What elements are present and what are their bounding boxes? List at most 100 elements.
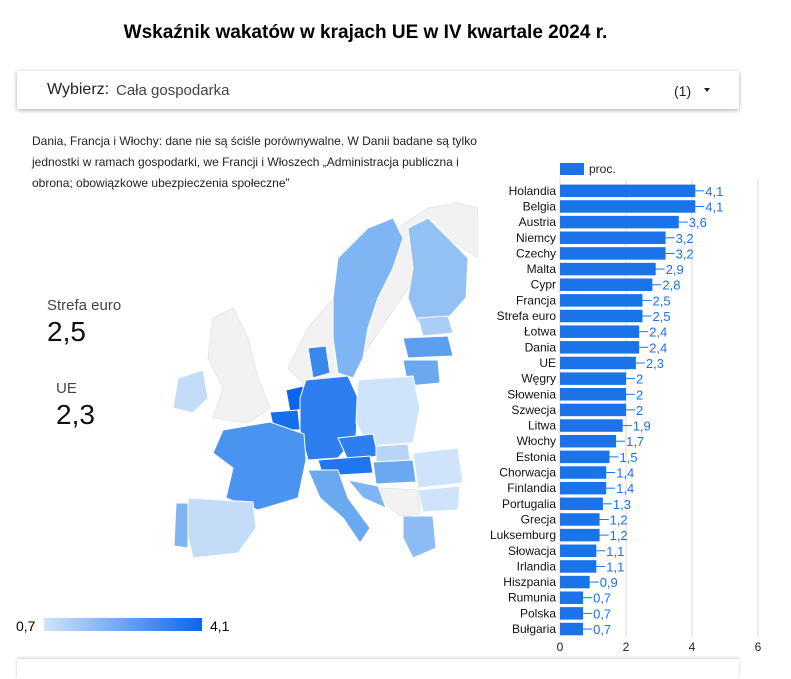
category-label: Czechy [516, 246, 556, 260]
category-label: Litwa [528, 419, 556, 433]
data-label: 2 [636, 372, 643, 387]
data-label: 0,7 [593, 591, 611, 606]
bar[interactable] [560, 262, 656, 276]
data-label: 2,8 [662, 278, 680, 293]
bar[interactable] [560, 481, 607, 495]
map-finland [407, 217, 469, 324]
bar[interactable] [560, 231, 666, 245]
data-label: 1,5 [620, 450, 638, 465]
data-label: 1,2 [610, 512, 628, 527]
bar[interactable] [560, 372, 626, 385]
bar[interactable] [560, 591, 584, 604]
dropdown-arrow-icon[interactable] [704, 88, 710, 92]
filter-label: Wybierz: [47, 81, 110, 98]
category-label: Słowenia [507, 387, 556, 401]
map-italy [307, 469, 371, 544]
map-estonia [417, 315, 454, 337]
bar[interactable] [560, 341, 640, 354]
category-label: Grecja [521, 512, 557, 526]
europe-map[interactable] [8, 198, 478, 602]
bar[interactable] [560, 247, 666, 260]
bar[interactable] [560, 466, 607, 479]
data-label: 0,7 [593, 622, 611, 637]
bar[interactable] [560, 607, 584, 620]
data-label: 0,9 [600, 575, 618, 590]
category-label: Portugalia [502, 497, 556, 511]
map-hungary [372, 459, 417, 485]
bar[interactable] [560, 544, 597, 558]
data-label: 2,9 [666, 262, 684, 277]
data-label: 0,7 [593, 606, 611, 621]
category-label: Słowacja [508, 544, 556, 558]
map-denmark [307, 345, 331, 379]
bar[interactable] [560, 294, 643, 307]
bar[interactable] [560, 309, 643, 323]
map-sweden [332, 217, 404, 379]
bar[interactable] [560, 278, 653, 291]
data-note: Dania, Francja i Włochy: dane nie są ści… [32, 134, 477, 190]
bar[interactable] [560, 200, 696, 213]
map-poland [355, 375, 421, 447]
map-portugal [173, 502, 189, 549]
category-label: UE [539, 356, 556, 370]
category-label: Luksemburg [490, 528, 556, 542]
data-label: 1,1 [606, 544, 624, 559]
bar[interactable] [560, 575, 590, 589]
category-label: Polska [520, 606, 556, 620]
map-greece [402, 515, 437, 559]
bar[interactable] [560, 528, 600, 542]
data-label: 3,6 [689, 215, 707, 230]
category-label: Finlandia [507, 481, 556, 495]
data-label: 2,4 [649, 340, 667, 355]
bar[interactable] [560, 622, 584, 636]
kpi-eu-label: UE [56, 380, 77, 397]
category-label: Cypr [531, 278, 556, 292]
category-label: Belgia [523, 199, 557, 213]
bar[interactable] [560, 560, 597, 573]
filter-dropdown[interactable]: Wybierz: Cała gospodarka (1) [17, 71, 739, 109]
bar[interactable] [560, 184, 696, 198]
data-label: 4,1 [705, 184, 723, 199]
bar[interactable] [560, 450, 610, 464]
category-label: Niemcy [516, 231, 556, 245]
x-tick-label: 0 [557, 640, 564, 654]
data-label: 2,3 [646, 356, 664, 371]
map-legend-max: 4,1 [210, 618, 230, 634]
category-label: Szwecja [511, 403, 556, 417]
map-romania [412, 447, 464, 489]
data-label: 1,4 [616, 481, 634, 496]
data-label: 1,3 [613, 497, 631, 512]
category-label: Strefa euro [497, 309, 557, 323]
category-label: Hiszpania [503, 575, 556, 589]
category-label: Austria [519, 215, 557, 229]
bar[interactable] [560, 513, 600, 526]
bar[interactable] [560, 215, 679, 229]
data-label: 4,1 [705, 199, 723, 214]
data-label: 1,7 [626, 434, 644, 449]
legend-swatch [560, 163, 584, 175]
x-tick-label: 6 [755, 640, 762, 654]
category-label: Bułgaria [512, 622, 556, 636]
data-label: 2,4 [649, 325, 667, 340]
bar[interactable] [560, 403, 626, 417]
map-legend-min: 0,7 [16, 618, 36, 634]
category-label: Rumunia [508, 591, 556, 605]
legend-label: proc. [589, 162, 616, 176]
map-ireland [172, 369, 209, 414]
bar[interactable] [560, 388, 626, 401]
bar[interactable] [560, 434, 617, 448]
bar[interactable] [560, 419, 623, 432]
data-label: 2,5 [653, 293, 671, 308]
bar[interactable] [560, 356, 636, 370]
category-label: Łotwa [524, 325, 556, 339]
bar[interactable] [560, 497, 603, 511]
bar[interactable] [560, 325, 640, 338]
data-label: 3,2 [676, 231, 694, 246]
category-label: Włochy [517, 434, 556, 448]
category-label: Węgry [521, 372, 556, 386]
kpi-eu-value: 2,3 [56, 399, 95, 430]
data-label: 1,4 [616, 466, 634, 481]
x-tick-label: 4 [689, 640, 696, 654]
kpi-eurozone-label: Strefa euro [47, 297, 122, 314]
